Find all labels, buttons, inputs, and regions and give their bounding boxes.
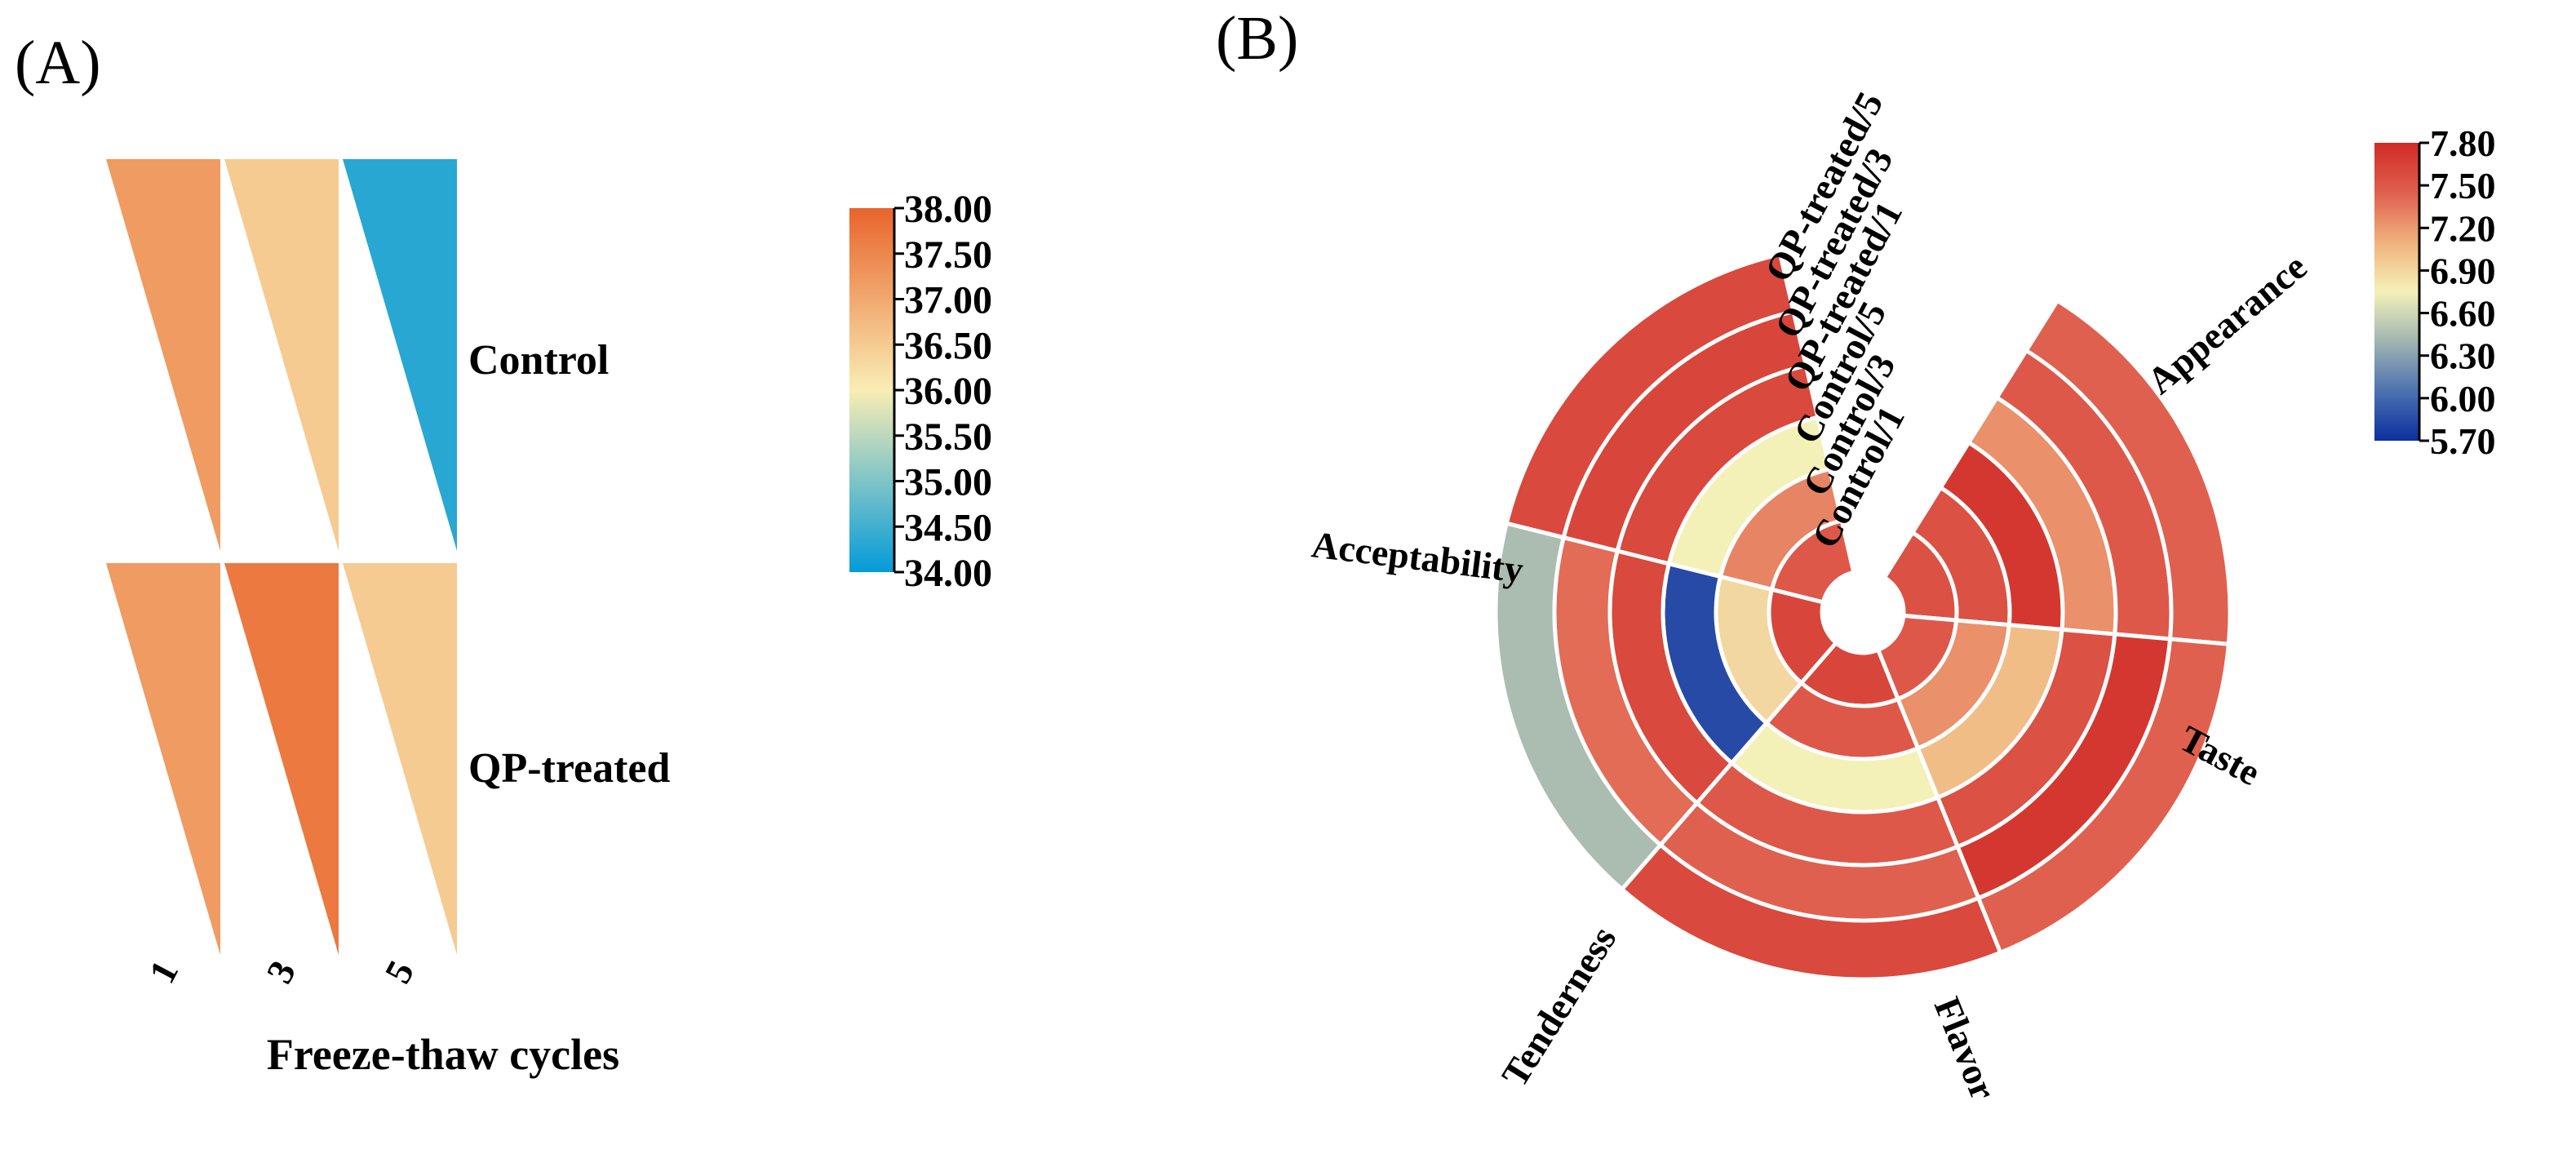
- x-tick-5: 5: [376, 954, 422, 990]
- colorbar-b-tick-label: 6.60: [2430, 293, 2496, 335]
- panel-b-polar-cells: [1493, 251, 2232, 982]
- x-tick-1: 1: [140, 954, 186, 990]
- colorbar-b-ticks: 7.807.507.206.906.606.306.005.70: [2419, 122, 2496, 462]
- row-label-qp-treated: QP-treated: [468, 745, 670, 792]
- colorbar-b-tick-label: 6.30: [2430, 335, 2496, 377]
- colorbar-a-tick-label: 35.00: [904, 461, 992, 504]
- attribute-label-tenderness: Tenderness: [1493, 919, 1624, 1094]
- colorbar-a-ticks: 38.0037.5037.0036.5036.0035.5035.0034.50…: [894, 188, 992, 595]
- colorbar-a: [849, 208, 894, 572]
- x-axis-label: Freeze-thaw cycles: [267, 1030, 619, 1079]
- heatmap-cell-control-3: [224, 159, 339, 551]
- panel-b-label: (B): [1216, 4, 1298, 73]
- colorbar-b: [2374, 143, 2419, 441]
- colorbar-a-tick-label: 34.50: [904, 506, 992, 549]
- x-tick-3: 3: [258, 954, 304, 990]
- heatmap-cell-qp-treated-1: [106, 563, 220, 955]
- colorbar-a-tick-label: 37.00: [904, 279, 992, 322]
- colorbar-a-tick-label: 37.50: [904, 233, 992, 277]
- colorbar-a-tick-label: 35.50: [904, 415, 992, 459]
- colorbar-b-tick-label: 7.50: [2430, 165, 2496, 206]
- colorbar-b-tick-label: 6.90: [2430, 250, 2496, 291]
- colorbar-a-tick-label: 38.00: [904, 188, 992, 231]
- colorbar-a-tick-label: 36.00: [904, 370, 992, 413]
- panel-a-label: (A): [15, 29, 101, 97]
- heatmap-cell-control-1: [106, 159, 220, 551]
- colorbar-a-tick-label: 36.50: [904, 324, 992, 367]
- row-label-control: Control: [468, 337, 609, 384]
- heatmap-cell-control-5: [343, 159, 457, 551]
- attribute-label-appearance: Appearance: [2139, 246, 2315, 402]
- colorbar-b-tick-label: 5.70: [2430, 420, 2496, 462]
- colorbar-a-tick-label: 34.00: [904, 552, 992, 595]
- colorbar-b-tick-label: 6.00: [2430, 378, 2496, 419]
- panel-a-heatmap-cells: [106, 159, 457, 955]
- heatmap-cell-qp-treated-5: [343, 563, 457, 955]
- polar-cell-acceptability-qp-treated-5: [1504, 251, 1796, 540]
- panel-b: (B) Control/1Control/3Control/5QP-treate…: [1216, 4, 2496, 1106]
- panel-a: (A) Control QP-treated 1 3 5 Freeze-thaw…: [15, 29, 992, 1079]
- attribute-label-flavor: Flavor: [1926, 992, 2005, 1106]
- attribute-label-acceptability: Acceptability: [1310, 523, 1526, 590]
- heatmap-cell-qp-treated-3: [224, 563, 339, 955]
- colorbar-b-tick-label: 7.20: [2430, 207, 2496, 249]
- colorbar-b-tick-label: 7.80: [2430, 122, 2496, 164]
